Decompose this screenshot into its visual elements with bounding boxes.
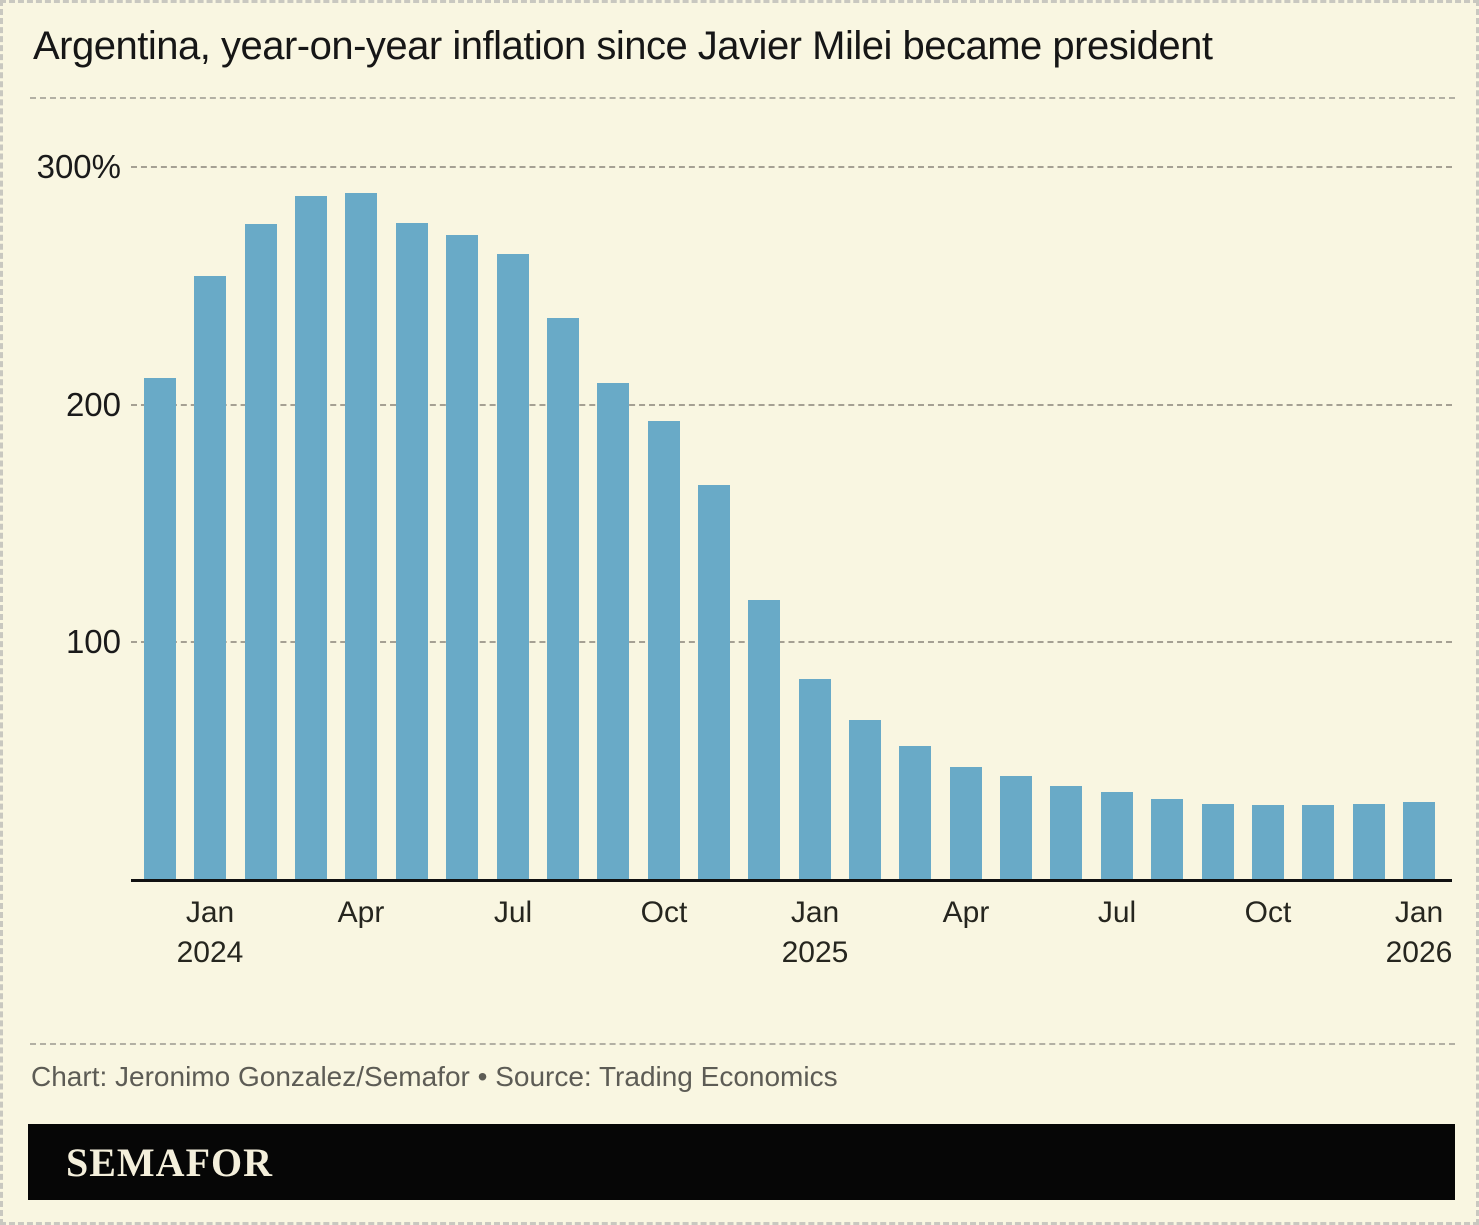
bar-jan-2025: [799, 679, 831, 879]
y-axis-label-200: 200: [65, 385, 121, 423]
x-axis-label-jul: Jul: [493, 896, 533, 929]
bar-feb-2025: [849, 720, 881, 879]
bar-jul-2025: [1101, 792, 1133, 879]
bar-oct-2025: [1252, 805, 1284, 879]
title-separator: [30, 97, 1455, 99]
bar-aug-2025: [1151, 799, 1183, 879]
x-axis-label-jan-2026: Jan 2026: [1385, 896, 1453, 969]
bar-jan-2024: [194, 276, 226, 879]
x-axis-label-oct: Oct: [1244, 896, 1292, 929]
bar-sep-2025: [1202, 804, 1234, 879]
bar-oct-2024: [648, 421, 680, 879]
bar-dec-2024: [748, 600, 780, 879]
x-axis-label-jan-2025: Jan 2025: [781, 896, 849, 969]
bar-jun-2025: [1050, 786, 1082, 879]
bar-mar-2025: [899, 746, 931, 879]
bar-may-2025: [1000, 776, 1032, 879]
bar-nov-2024: [698, 485, 730, 879]
x-axis-label-apr: Apr: [337, 896, 385, 929]
bar-apr-2024: [345, 193, 377, 879]
bar-apr-2025: [950, 767, 982, 879]
bar-jun-2024: [446, 235, 478, 879]
x-axis-label-jul: Jul: [1097, 896, 1137, 929]
bar-dec-2023: [144, 378, 176, 879]
x-axis-line: [131, 879, 1452, 882]
bar-jul-2024: [497, 254, 529, 879]
chart-credits: Chart: Jeronimo Gonzalez/Semafor • Sourc…: [31, 1061, 838, 1092]
bar-feb-2024: [245, 224, 277, 879]
gridline-100: [131, 640, 1452, 643]
bar-dec-2025: [1353, 804, 1385, 879]
bar-jan-2026: [1403, 802, 1435, 879]
bar-may-2024: [396, 223, 428, 879]
bar-chart-plot: 300% 200 100 Jan 2024 Apr Jul Oct Jan 2025 Apr Jul O…: [3, 3, 1476, 1103]
bar-aug-2024: [547, 318, 579, 879]
chart-title: Argentina, year-on-year inflation since …: [33, 24, 1213, 68]
gridline-300: [131, 166, 1452, 169]
footer-separator: [30, 1043, 1455, 1045]
semafor-logo-bar: SEMAFOR: [28, 1124, 1455, 1200]
y-axis-label-100: 100: [65, 622, 121, 660]
bar-sep-2024: [597, 383, 629, 879]
y-axis-label-300: 300%: [36, 148, 121, 186]
bar-nov-2025: [1302, 805, 1334, 879]
semafor-logo: SEMAFOR: [66, 1139, 273, 1185]
x-axis-label-jan-2024: Jan 2024: [176, 896, 244, 969]
bar-mar-2024: [295, 196, 327, 879]
gridline-200: [131, 403, 1452, 406]
x-axis-label-oct: Oct: [640, 896, 688, 929]
x-axis-label-apr: Apr: [942, 896, 990, 929]
